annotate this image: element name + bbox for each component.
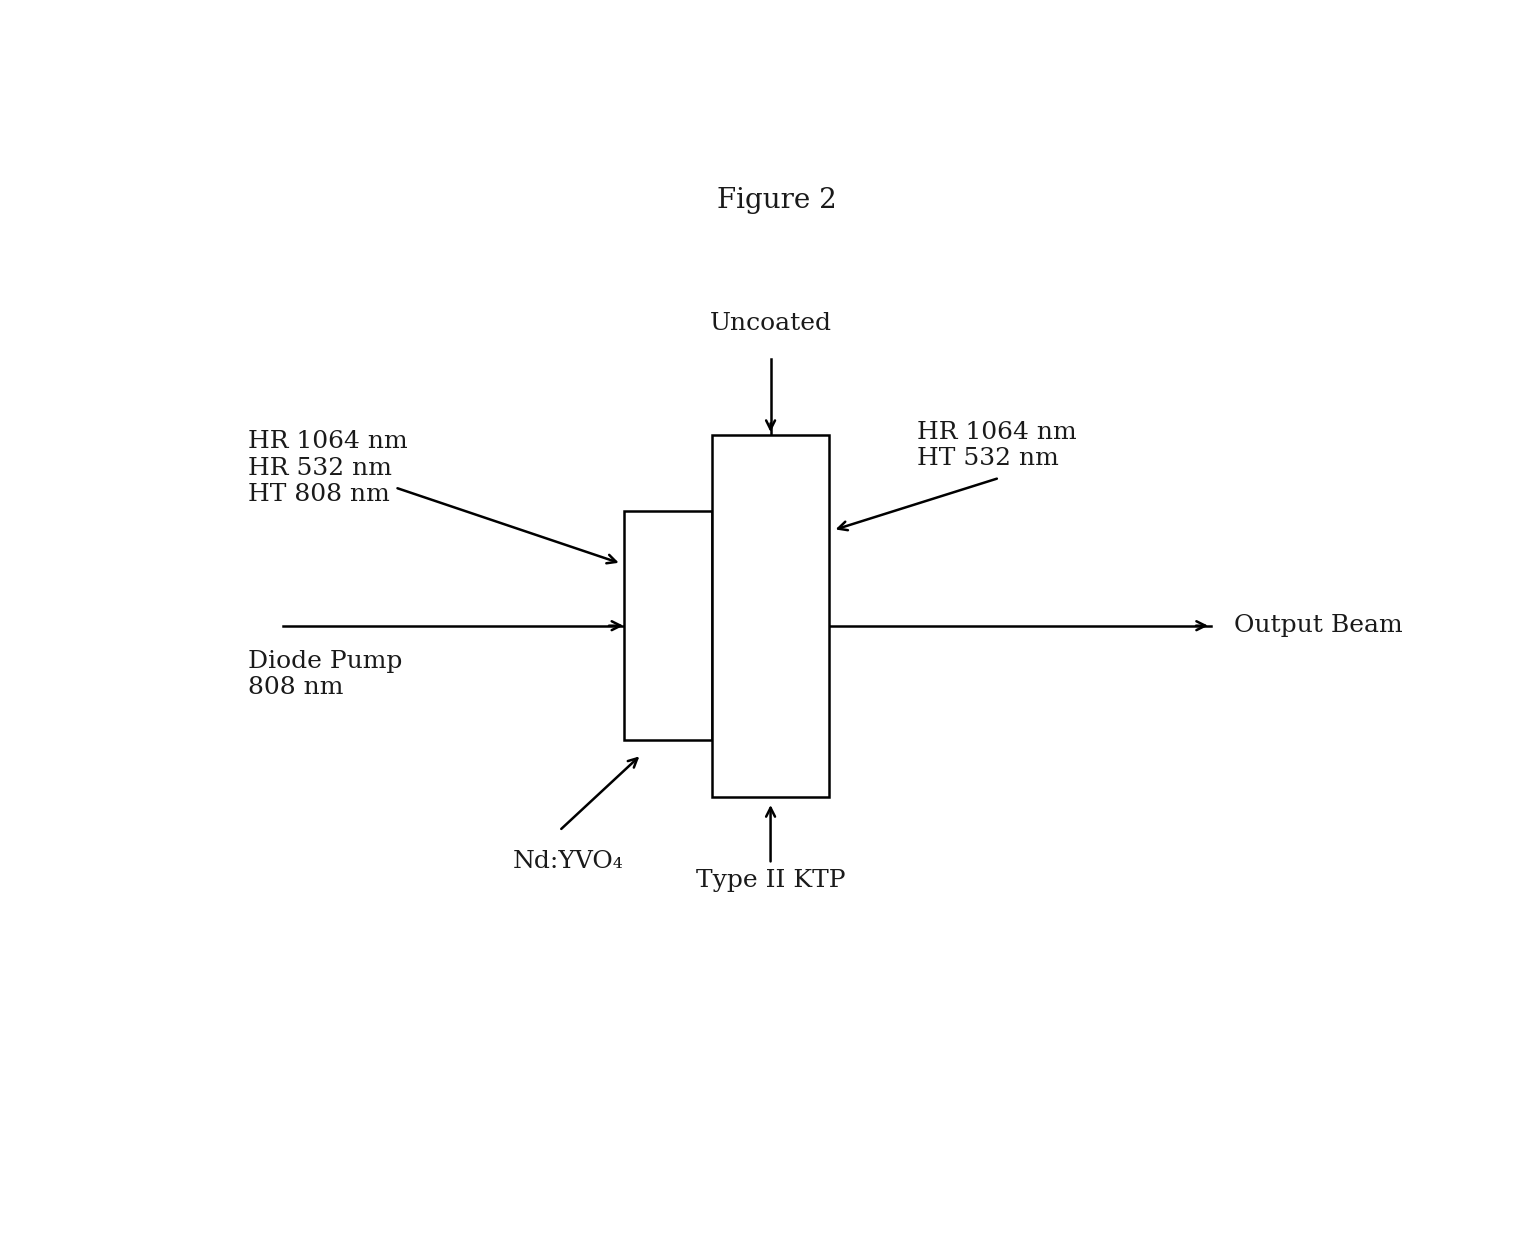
Bar xyxy=(712,435,829,798)
Text: Uncoated: Uncoated xyxy=(709,312,832,335)
Text: Type II KTP: Type II KTP xyxy=(695,869,845,892)
Text: Nd:YVO₄: Nd:YVO₄ xyxy=(512,850,623,873)
Text: Output Beam: Output Beam xyxy=(1235,615,1403,637)
Text: HR 1064 nm
HR 532 nm
HT 808 nm: HR 1064 nm HR 532 nm HT 808 nm xyxy=(248,430,408,507)
Text: Diode Pump
808 nm: Diode Pump 808 nm xyxy=(248,649,403,699)
Text: Figure 2: Figure 2 xyxy=(717,187,836,214)
Text: HR 1064 nm
HT 532 nm: HR 1064 nm HT 532 nm xyxy=(918,420,1077,470)
Bar xyxy=(624,512,712,740)
